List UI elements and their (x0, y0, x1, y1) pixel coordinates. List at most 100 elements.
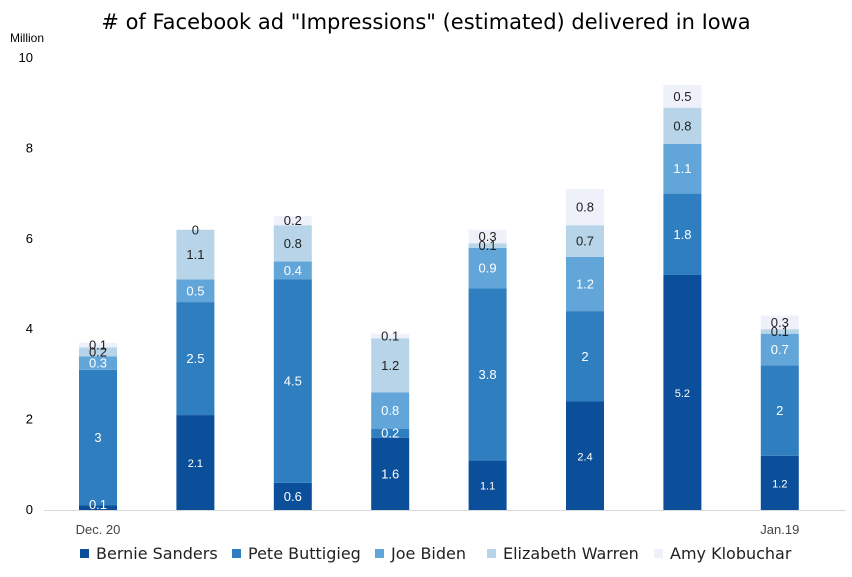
bar-segment (566, 256, 604, 312)
data-label: 0.1 (771, 324, 789, 339)
data-label: 0.4 (284, 263, 302, 278)
y-tick-label: 2 (26, 412, 33, 427)
data-label: 1.1 (480, 481, 495, 493)
bar-segment (273, 482, 312, 510)
data-label: 2.1 (188, 458, 203, 470)
bar-segment (468, 460, 507, 510)
y-tick-label: 4 (26, 321, 33, 336)
y-tick-label: 6 (26, 231, 33, 246)
data-label: 3 (94, 430, 101, 445)
bar-segment (468, 247, 507, 289)
bar-segment (273, 279, 312, 483)
data-label: 0.3 (479, 229, 497, 244)
data-label: 0.8 (284, 236, 302, 251)
data-label: 4.5 (284, 374, 302, 389)
bar-segment (760, 315, 799, 330)
x-tick-label: Jan.19 (760, 522, 799, 537)
data-label: 0.5 (186, 283, 204, 298)
data-label: 1.1 (186, 247, 204, 262)
data-label: 0.8 (673, 118, 691, 133)
data-label: 0.2 (284, 213, 302, 228)
data-label: 2 (581, 349, 588, 364)
chart-title: # of Facebook ad "Impressions" (estimate… (101, 10, 751, 34)
x-axis-ticks: Dec. 20 Jan.19 (76, 522, 800, 537)
legend-label: Joe Biden (391, 544, 466, 563)
data-label: 0.7 (576, 234, 594, 249)
data-label: 1.2 (381, 358, 399, 373)
legend-item: Bernie Sanders (80, 544, 218, 563)
bar-segment (663, 143, 702, 194)
bar-segment (663, 85, 702, 108)
bar-segment (79, 347, 117, 357)
bar-segment (663, 274, 702, 510)
y-tick-label: 10 (19, 50, 33, 65)
bar-segment (760, 333, 799, 366)
data-label: 1.6 (381, 466, 399, 481)
x-tick-label: Dec. 20 (76, 522, 121, 537)
data-label: 3.8 (479, 367, 497, 382)
data-label: 0 (192, 222, 199, 237)
bar-segment (760, 329, 799, 334)
bar-segment (273, 216, 312, 226)
bar-segment (468, 229, 507, 244)
data-label: 0.7 (771, 342, 789, 357)
bar-segment (371, 338, 410, 393)
legend-item: Elizabeth Warren (487, 544, 639, 563)
data-label: 0.1 (479, 238, 497, 253)
bar-segment (371, 333, 410, 339)
bar-segment (79, 342, 117, 348)
bar-segment (468, 243, 507, 248)
bar-segment (371, 392, 410, 429)
legend-swatch (232, 549, 241, 558)
bar-segment (663, 193, 702, 275)
data-label: 0.9 (479, 261, 497, 276)
legend-swatch (80, 549, 89, 558)
legend-label: Bernie Sanders (96, 544, 218, 563)
legend-label: Pete Buttigieg (248, 544, 361, 563)
legend-item: Amy Klobuchar (654, 544, 791, 563)
data-labels: 0.130.30.20.12.12.50.51.100.64.50.40.80.… (89, 89, 789, 512)
bar-segment (566, 225, 604, 257)
data-label: 1.2 (772, 478, 787, 490)
bar-segment (566, 311, 604, 402)
bar-segment (273, 261, 312, 280)
y-axis-ticks: 0 2 4 6 8 10 (19, 50, 33, 517)
data-label: 0.3 (771, 315, 789, 330)
bar-stacks (79, 85, 799, 510)
bar-segment (371, 437, 410, 510)
legend-label: Elizabeth Warren (503, 544, 639, 563)
bar-segment (760, 455, 799, 510)
y-tick-label: 0 (26, 502, 33, 517)
data-label: 0.8 (381, 403, 399, 418)
data-label: 0.2 (89, 344, 107, 359)
data-label: 0.8 (576, 200, 594, 215)
bar-segment (176, 229, 215, 280)
data-label: 0.3 (89, 356, 107, 371)
y-tick-label: 8 (26, 140, 33, 155)
data-label: 2.4 (577, 451, 592, 463)
legend-item: Pete Buttigieg (232, 544, 361, 563)
y-axis-unit-label: Million (10, 31, 45, 45)
data-label: 2 (776, 403, 783, 418)
bar-segment (371, 428, 410, 438)
bar-segment (663, 107, 702, 144)
bar-segment (176, 302, 215, 416)
data-label: 1.1 (673, 161, 691, 176)
data-label: 0.2 (381, 426, 399, 441)
legend-swatch (487, 549, 496, 558)
data-label: 0.5 (673, 89, 691, 104)
data-label: 0.1 (381, 328, 399, 343)
bar-segment (79, 505, 117, 510)
data-label: 5.2 (675, 388, 690, 400)
bar-segment (566, 401, 604, 510)
bar-segment (273, 225, 312, 262)
bar-segment (176, 279, 215, 303)
data-label: 1.8 (673, 227, 691, 242)
legend-label: Amy Klobuchar (670, 544, 792, 563)
data-label: 2.5 (186, 351, 204, 366)
bar-segment (176, 415, 215, 510)
data-label: 1.2 (576, 277, 594, 292)
data-label: 0.1 (89, 338, 107, 353)
data-label: 0.6 (284, 489, 302, 504)
